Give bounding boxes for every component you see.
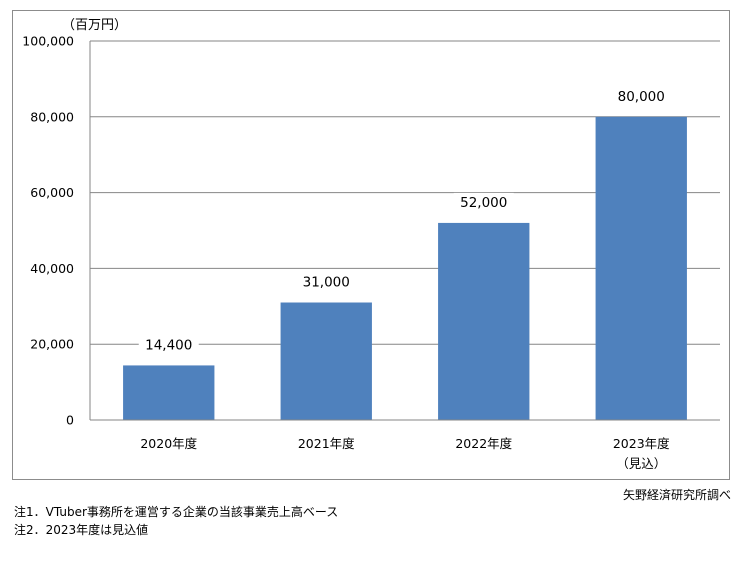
bar: [123, 365, 215, 420]
y-tick-label: 40,000: [30, 261, 74, 276]
axes: 0 20,000 40,000 60,000 80,000 100,000 2020年度 20…: [22, 34, 720, 471]
data-label: 52,000: [460, 195, 507, 211]
x-tick-label: 2021年度: [298, 436, 355, 451]
x-tick-label: 2022年度: [455, 436, 512, 451]
data-label-bg: [296, 272, 357, 293]
y-tick-label: 0: [66, 413, 74, 428]
chart-frame: [12, 10, 730, 480]
data-label: 31,000: [303, 275, 350, 291]
y-tick-label: 20,000: [30, 337, 74, 352]
x-tick-label: 2020年度: [140, 436, 197, 451]
notes: 注1．VTuber事務所を運営する企業の当該事業売上高ベース 注2．2023年度…: [14, 503, 338, 539]
x-tick-sublabel: （見込）: [616, 456, 666, 471]
source-credit: 矢野経済研究所調べ: [622, 488, 731, 502]
bars: 14,400 31,000 52,000 80,000: [123, 86, 687, 421]
data-label-bg: [138, 335, 199, 356]
x-tick-label: 2023年度: [613, 436, 670, 451]
data-label-bg: [453, 192, 514, 213]
y-tick-label: 60,000: [30, 185, 74, 200]
data-label-bg: [611, 86, 672, 107]
bar: [438, 222, 530, 420]
data-label: 80,000: [618, 89, 665, 105]
bar: [280, 302, 372, 420]
bar: [595, 116, 687, 421]
note-1: 注1．VTuber事務所を運営する企業の当該事業売上高ベース: [14, 505, 339, 519]
bar-chart: 14,400 31,000 52,000 80,000 0 20,000 40,000 60…: [22, 34, 720, 471]
data-label: 14,400: [145, 337, 192, 353]
y-unit-label: （百万円）: [62, 18, 128, 33]
y-tick-label: 80,000: [30, 109, 74, 124]
note-2: 注2．2023年度は見込値: [14, 523, 149, 537]
y-tick-label: 100,000: [22, 34, 74, 49]
